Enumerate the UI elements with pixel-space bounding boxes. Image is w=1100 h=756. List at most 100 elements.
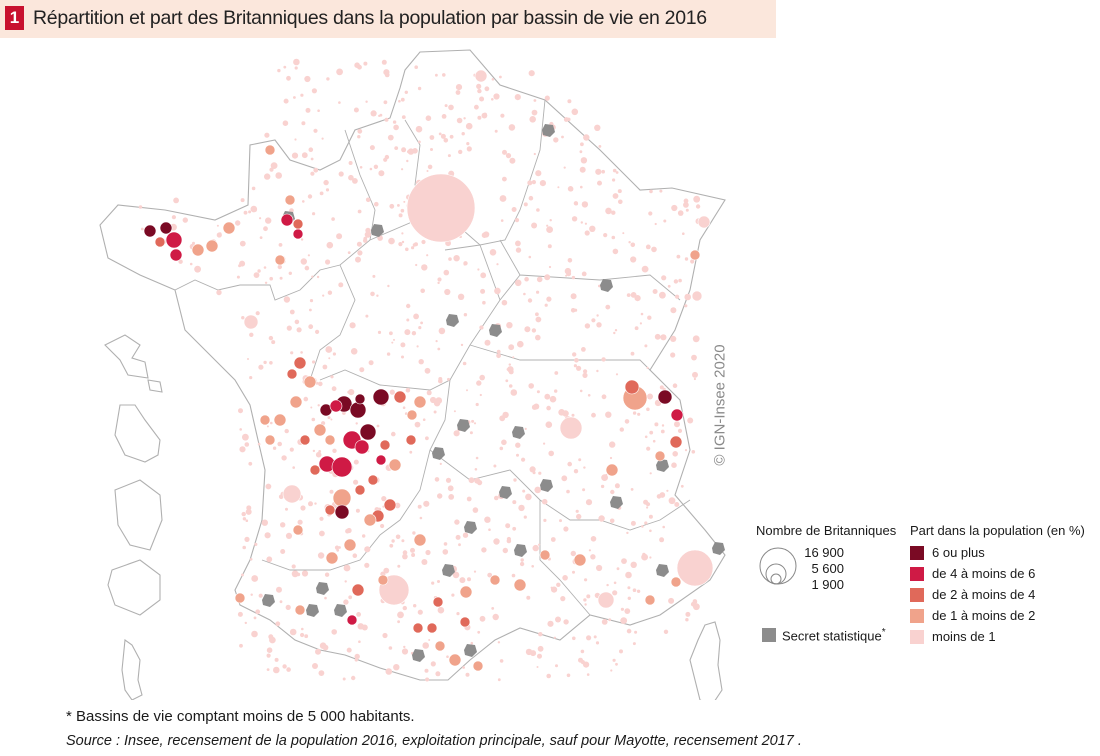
background-dot <box>401 240 405 244</box>
background-dot <box>479 393 482 397</box>
background-dot <box>693 377 697 381</box>
background-dot <box>266 668 270 671</box>
background-dot <box>251 575 259 582</box>
background-dot <box>663 219 667 223</box>
background-dot <box>458 543 461 547</box>
bassin-circle <box>303 375 317 389</box>
background-dot <box>683 202 689 208</box>
bassin-circle <box>573 553 587 567</box>
background-dot <box>502 176 507 182</box>
background-dot <box>491 78 495 81</box>
background-dot <box>279 600 283 604</box>
secret-label: Secret statistique* <box>782 627 886 643</box>
background-dot <box>445 477 452 483</box>
background-dot <box>672 451 678 457</box>
background-dot <box>680 484 684 488</box>
background-dot <box>600 484 605 489</box>
background-dot <box>313 167 319 173</box>
background-dot <box>258 593 263 598</box>
background-dot <box>684 449 688 452</box>
background-dot <box>254 209 257 212</box>
background-dot <box>499 195 507 202</box>
background-dot <box>275 172 283 179</box>
background-dot <box>352 178 358 184</box>
background-dot <box>307 194 313 199</box>
background-dot <box>310 171 315 176</box>
background-dot <box>269 636 276 644</box>
background-dot <box>538 543 541 546</box>
legend-swatch <box>910 546 924 560</box>
background-dot <box>580 221 583 224</box>
background-dot <box>584 230 590 236</box>
background-dot <box>612 590 618 596</box>
background-dot <box>528 195 534 201</box>
background-dot <box>417 86 422 91</box>
background-dot <box>182 217 188 223</box>
background-dot <box>194 265 202 273</box>
background-dot <box>649 556 652 559</box>
background-dot <box>249 332 254 337</box>
background-dot <box>514 218 520 223</box>
bassin-circle <box>349 401 367 419</box>
background-dot <box>480 288 486 294</box>
background-dot <box>531 180 537 185</box>
background-dot <box>527 180 533 186</box>
bassin-circle <box>406 173 476 243</box>
bassin-circle <box>354 484 366 496</box>
background-dot <box>475 402 479 407</box>
background-dot <box>475 456 479 460</box>
background-dot <box>488 528 491 531</box>
background-dot <box>329 489 334 494</box>
background-dot <box>319 516 324 521</box>
background-dot <box>630 242 636 248</box>
bassin-circle <box>367 474 379 486</box>
background-dot <box>605 411 612 418</box>
background-dot <box>310 157 314 161</box>
background-dot <box>457 293 465 300</box>
background-dot <box>458 149 463 155</box>
background-dot <box>632 588 637 592</box>
background-dot <box>547 244 552 249</box>
background-dot <box>312 212 316 216</box>
background-dot <box>622 232 625 235</box>
background-dot <box>420 321 423 325</box>
bassin-circle <box>282 484 302 504</box>
background-dot <box>407 150 410 154</box>
background-dot <box>289 447 294 452</box>
background-dot <box>407 148 415 155</box>
background-dot <box>353 459 359 465</box>
background-dot <box>627 586 631 590</box>
background-dot <box>546 224 549 227</box>
background-dot <box>544 393 551 400</box>
background-dot <box>534 486 541 494</box>
bassin-circle <box>289 395 303 409</box>
bassin-circle <box>624 379 640 395</box>
background-dot <box>381 59 387 65</box>
background-dot <box>501 299 508 306</box>
background-dot <box>497 641 501 644</box>
bassin-circle <box>697 215 711 229</box>
background-dot <box>394 146 399 151</box>
background-dot <box>468 477 475 484</box>
mayotte-outline <box>121 639 143 700</box>
background-dot <box>563 117 569 122</box>
background-dot <box>529 466 536 473</box>
background-dot <box>652 439 656 443</box>
background-dot <box>630 520 636 526</box>
background-dot <box>619 427 624 432</box>
background-dot <box>397 611 404 619</box>
bassin-circle <box>412 622 424 634</box>
background-dot <box>641 525 644 528</box>
background-dot <box>421 559 428 565</box>
background-dot <box>448 494 455 500</box>
bassin-circle <box>280 213 294 227</box>
background-dot <box>684 257 689 261</box>
background-dot <box>632 411 637 415</box>
background-dot <box>462 361 467 366</box>
background-dot <box>383 157 388 162</box>
background-dot <box>591 318 596 323</box>
bassin-circle <box>405 434 417 446</box>
background-dot <box>505 153 512 159</box>
background-dot <box>533 99 537 102</box>
bassin-circle <box>205 239 219 253</box>
